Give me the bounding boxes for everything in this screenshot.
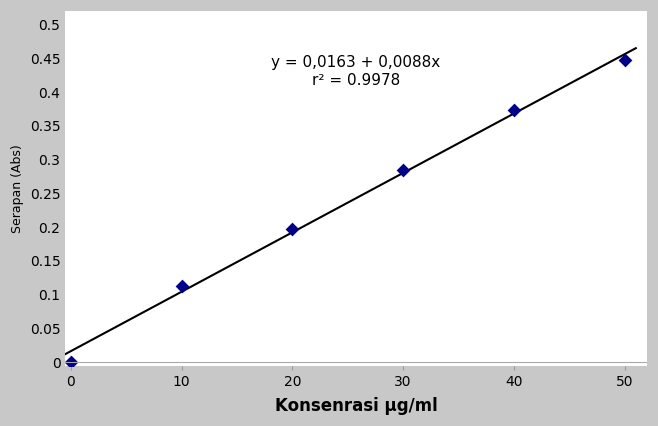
Point bbox=[287, 226, 297, 233]
Point bbox=[509, 107, 519, 114]
Text: y = 0,0163 + 0,0088x
r² = 0.9978: y = 0,0163 + 0,0088x r² = 0.9978 bbox=[272, 55, 441, 88]
Point bbox=[66, 359, 76, 366]
X-axis label: Konsenrasi μg/ml: Konsenrasi μg/ml bbox=[274, 397, 438, 415]
Point bbox=[176, 282, 187, 289]
Y-axis label: Serapan (Abs): Serapan (Abs) bbox=[11, 144, 24, 233]
Point bbox=[398, 166, 409, 173]
Point bbox=[619, 57, 630, 64]
